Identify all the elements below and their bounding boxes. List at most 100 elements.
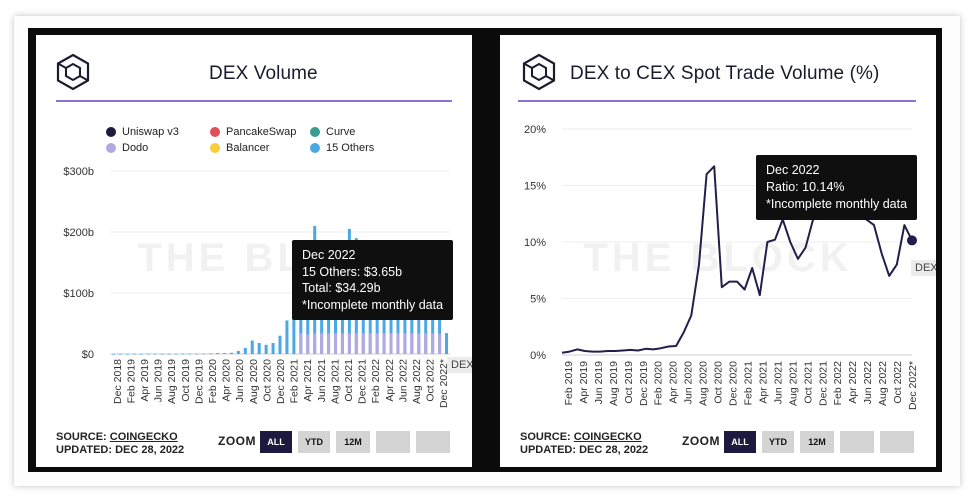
- x-tick-label: Oct 2020: [261, 359, 273, 402]
- bar-stack-dodo: [327, 333, 331, 354]
- bar: [174, 353, 178, 355]
- dex-volume-panel: DEX Volume Uniswap v3 PancakeSwap Curve …: [36, 35, 472, 467]
- bar-stack-dodo: [375, 333, 379, 354]
- legend-label: Curve: [326, 126, 356, 138]
- x-tick-label: Oct 2022: [892, 361, 904, 404]
- zoom-all-button[interactable]: ALL: [724, 431, 756, 453]
- legend-label: Uniswap v3: [122, 126, 179, 138]
- x-tick-label: Aug 2022: [877, 361, 889, 406]
- x-tick-label: Jun 2021: [316, 359, 328, 402]
- bar: [417, 311, 421, 354]
- x-tick-label: Oct 2019: [623, 361, 635, 404]
- bar-stack-dodo: [389, 333, 393, 354]
- bar-stack-dodo: [334, 333, 338, 354]
- watermark: THE BLOCK: [583, 236, 852, 280]
- zoom-12m-button[interactable]: 12M: [336, 431, 370, 453]
- chart-tooltip: Dec 2022 Ratio: 10.14% *Incomplete month…: [756, 155, 918, 220]
- bar: [264, 344, 268, 354]
- x-tick-label: Apr 2020: [668, 361, 680, 404]
- y-tick-label: 5%: [530, 294, 546, 306]
- zoom-all-button[interactable]: ALL: [260, 431, 292, 453]
- bar: [229, 352, 233, 354]
- zoom-extra-button[interactable]: [376, 431, 410, 453]
- bar: [181, 353, 185, 355]
- x-tick-label: Aug 2022: [411, 359, 423, 404]
- y-tick-label: $200b: [63, 227, 94, 239]
- zoom-ytd-button[interactable]: YTD: [762, 431, 794, 453]
- chart-title: DEX to CEX Spot Trade Volume (%): [570, 63, 880, 84]
- y-tick-label: $0: [82, 349, 94, 361]
- bar-stack-dodo: [299, 333, 303, 354]
- x-tick-label: Oct 2020: [713, 361, 725, 404]
- zoom-ytd-button[interactable]: YTD: [298, 431, 330, 453]
- source-line: SOURCE: COINGECKO: [520, 431, 642, 444]
- x-tick-label: Apr 2020: [221, 359, 233, 402]
- x-tick-label: Oct 2021: [343, 359, 355, 402]
- zoom-extra-button[interactable]: [416, 431, 450, 453]
- bar-stack-dodo: [340, 333, 344, 354]
- bar: [271, 343, 275, 354]
- x-tick-label: Apr 2021: [757, 361, 769, 404]
- bar: [167, 353, 171, 355]
- x-tick-label: Aug 2021: [787, 361, 799, 406]
- chart-title: DEX Volume: [209, 63, 318, 84]
- bar: [250, 340, 254, 354]
- x-tick-label: Dec 2019: [193, 359, 205, 404]
- bar: [243, 347, 247, 354]
- x-tick-label: Jun 2019: [153, 359, 165, 402]
- bar: [410, 308, 414, 354]
- bar: [445, 333, 449, 354]
- x-tick-label: Dec 2021: [357, 359, 369, 404]
- bar-stack-dodo: [417, 333, 421, 354]
- bar-stack-dodo: [431, 333, 435, 354]
- legend-label: Dodo: [122, 142, 149, 154]
- x-tick-label: Oct 2022: [425, 359, 437, 402]
- zoom-12m-button[interactable]: 12M: [800, 431, 834, 453]
- y-tick-label: 15%: [524, 181, 546, 193]
- bar-stack-dodo: [410, 333, 414, 354]
- x-tick-label: Feb 2022: [370, 359, 382, 404]
- bar: [160, 353, 164, 355]
- source-link[interactable]: COINGECKO: [109, 431, 178, 443]
- legend-dot: [310, 143, 320, 153]
- highlight-point: [907, 235, 917, 246]
- source-line: SOURCE: COINGECKO: [56, 431, 178, 444]
- x-tick-label: Aug 2019: [608, 361, 620, 406]
- y-tick-label: 10%: [524, 237, 546, 249]
- x-tick-label: Dec 2020: [275, 359, 287, 404]
- legend-dot: [310, 127, 320, 137]
- title-divider: [56, 100, 452, 102]
- legend-dot: [210, 127, 220, 137]
- zoom-extra-button[interactable]: [840, 431, 874, 453]
- x-tick-label: Feb 2022: [832, 361, 844, 406]
- x-tick-label: Feb 2019: [125, 359, 137, 404]
- source-link[interactable]: COINGECKO: [573, 431, 642, 443]
- bar: [132, 353, 136, 355]
- bar: [195, 353, 199, 355]
- x-tick-label: Feb 2019: [563, 361, 575, 406]
- x-tick-label: Jun 2020: [234, 359, 246, 402]
- tooltip-line: Dec 2022: [766, 163, 820, 177]
- zoom-extra-button[interactable]: [880, 431, 914, 453]
- x-tick-label: Feb 2021: [289, 359, 301, 404]
- bar-stack-dodo: [361, 333, 365, 354]
- bar: [188, 353, 192, 355]
- legend-label: PancakeSwap: [226, 126, 297, 138]
- x-tick-label: Apr 2019: [578, 361, 590, 404]
- tooltip-line: 15 Others: $3.65b: [302, 264, 403, 279]
- y-tick-label: 0%: [530, 350, 546, 362]
- legend-dot: [106, 127, 116, 137]
- updated-line: UPDATED: DEC 28, 2022: [520, 444, 649, 456]
- x-tick-label: Feb 2020: [653, 361, 665, 406]
- bar: [146, 353, 150, 355]
- bar: [222, 353, 226, 354]
- tooltip-line: Total: $34.29b: [302, 281, 381, 295]
- x-tick-label: Feb 2020: [207, 359, 219, 404]
- zoom-label: ZOOM: [682, 434, 720, 448]
- x-tick-label: Feb 2021: [742, 361, 754, 406]
- x-tick-label: Dec 2022*: [907, 361, 919, 410]
- bar-stack-dodo: [354, 333, 358, 354]
- legend-dot: [106, 143, 116, 153]
- bar: [278, 335, 282, 354]
